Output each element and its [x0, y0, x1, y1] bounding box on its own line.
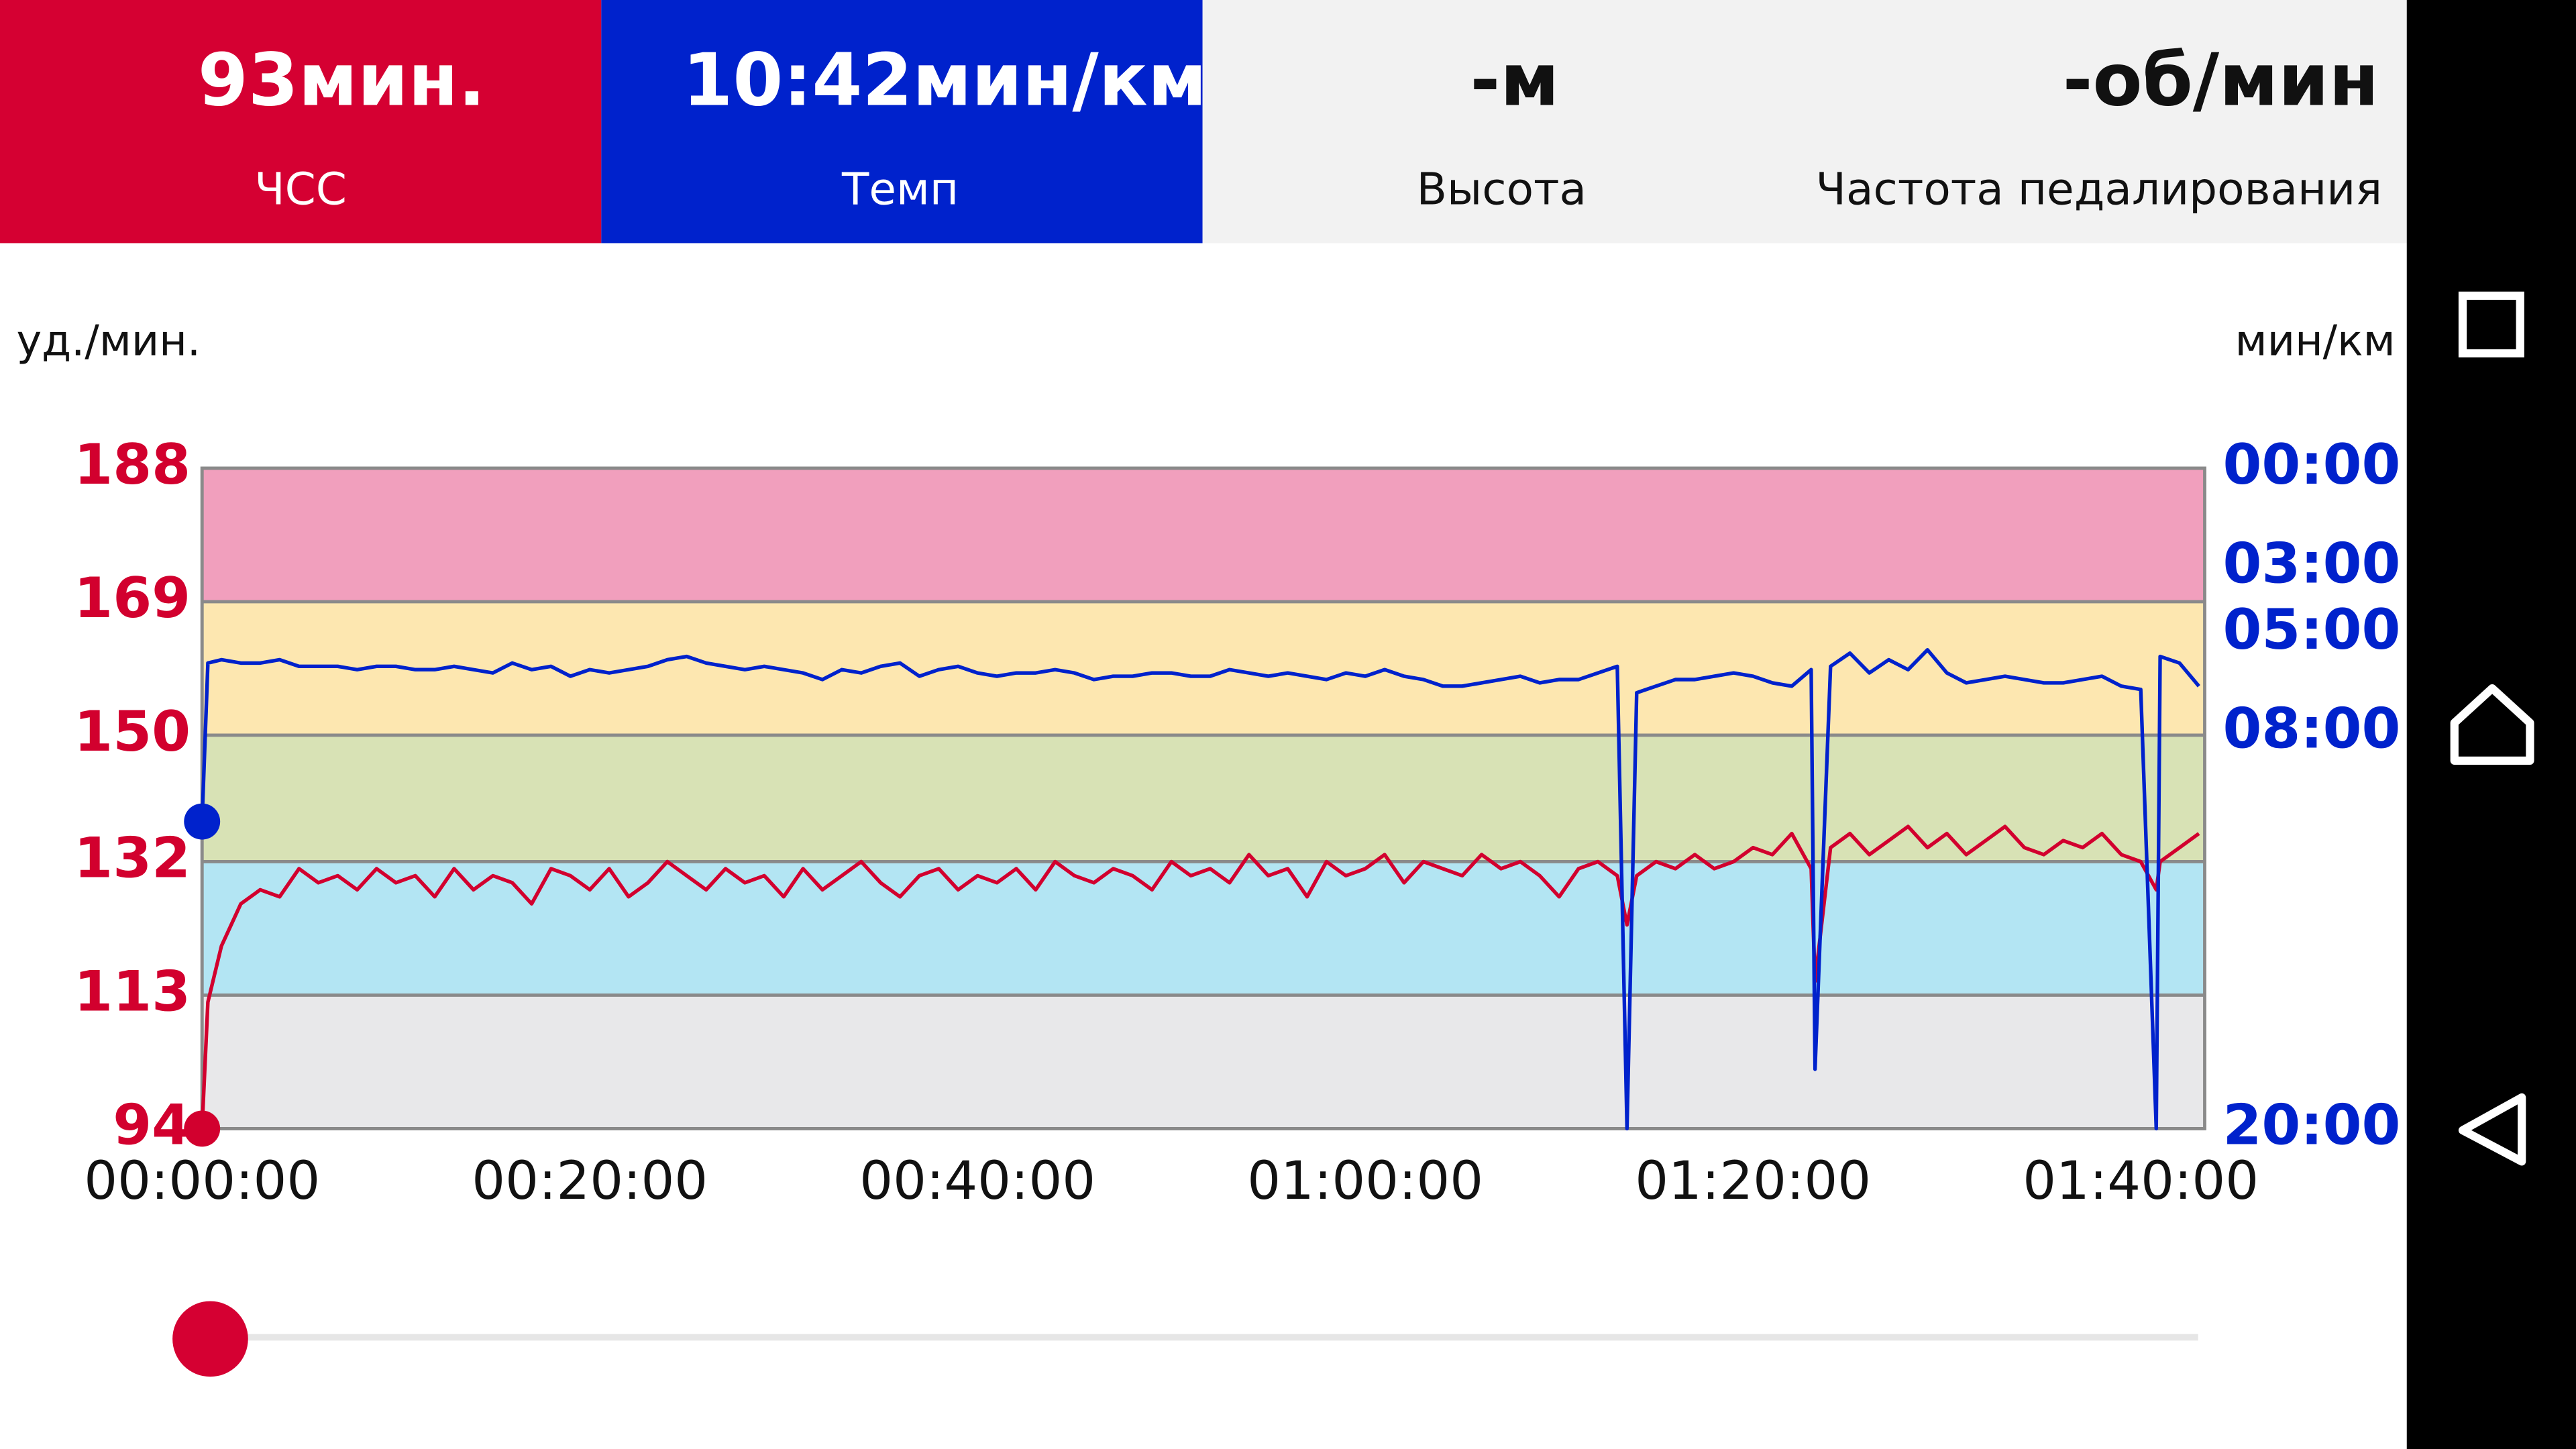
y-axis-label: уд./мин. [16, 316, 201, 366]
tile-value: -об/мин [2063, 39, 2379, 123]
y2-tick-label: 08:00 [2222, 696, 2400, 761]
tile [1202, 0, 1804, 244]
series-line [200, 648, 2200, 1131]
nav-bar [2406, 0, 2576, 1449]
zone-band [202, 995, 2205, 1129]
y2-tick-label: 20:00 [2222, 1092, 2400, 1157]
x-tick-label: 01:40:00 [2023, 1150, 2259, 1212]
y-tick-label: 113 [74, 959, 191, 1024]
recents-button[interactable] [2458, 291, 2524, 358]
tile-value: -м [1470, 39, 1560, 123]
series-line [200, 824, 2200, 1129]
x-tick-label: 00:00:00 [84, 1150, 320, 1212]
tile [1803, 0, 2407, 244]
x-tick-label: 01:00:00 [1247, 1150, 1483, 1212]
back-button[interactable] [2458, 1093, 2526, 1166]
tile-value: 10:42мин/км [682, 39, 1207, 123]
cursor-dot [184, 1110, 221, 1147]
slider-thumb[interactable] [172, 1301, 248, 1377]
tile-label: Частота педалирования [1816, 164, 2382, 215]
tile-value: 93мин. [198, 39, 486, 123]
y-tick-label: 150 [74, 699, 191, 764]
tile [0, 0, 602, 244]
zone-band [202, 861, 2205, 996]
tile-label: ЧСС [254, 164, 347, 215]
x-tick-label: 00:20:00 [472, 1150, 708, 1212]
tile-label: Высота [1417, 164, 1587, 215]
y-tick-label: 188 [74, 432, 191, 497]
x-tick-label: 01:20:00 [1635, 1150, 1871, 1212]
tile [601, 0, 1203, 244]
home-button[interactable] [2450, 684, 2534, 765]
x-tick-label: 00:40:00 [859, 1150, 1095, 1212]
tile-label: Темп [841, 164, 959, 215]
y2-tick-label: 03:00 [2222, 531, 2400, 596]
y-tick-label: 169 [74, 566, 191, 631]
y2-axis-label: мин/км [2235, 316, 2396, 366]
y2-tick-label: 00:00 [2222, 432, 2400, 497]
zone-band [202, 735, 2205, 862]
y2-tick-label: 05:00 [2222, 597, 2400, 662]
y-tick-label: 132 [74, 825, 191, 890]
cursor-dot [184, 803, 221, 840]
zone-band [202, 468, 2205, 602]
y-tick-label: 94 [113, 1092, 191, 1157]
